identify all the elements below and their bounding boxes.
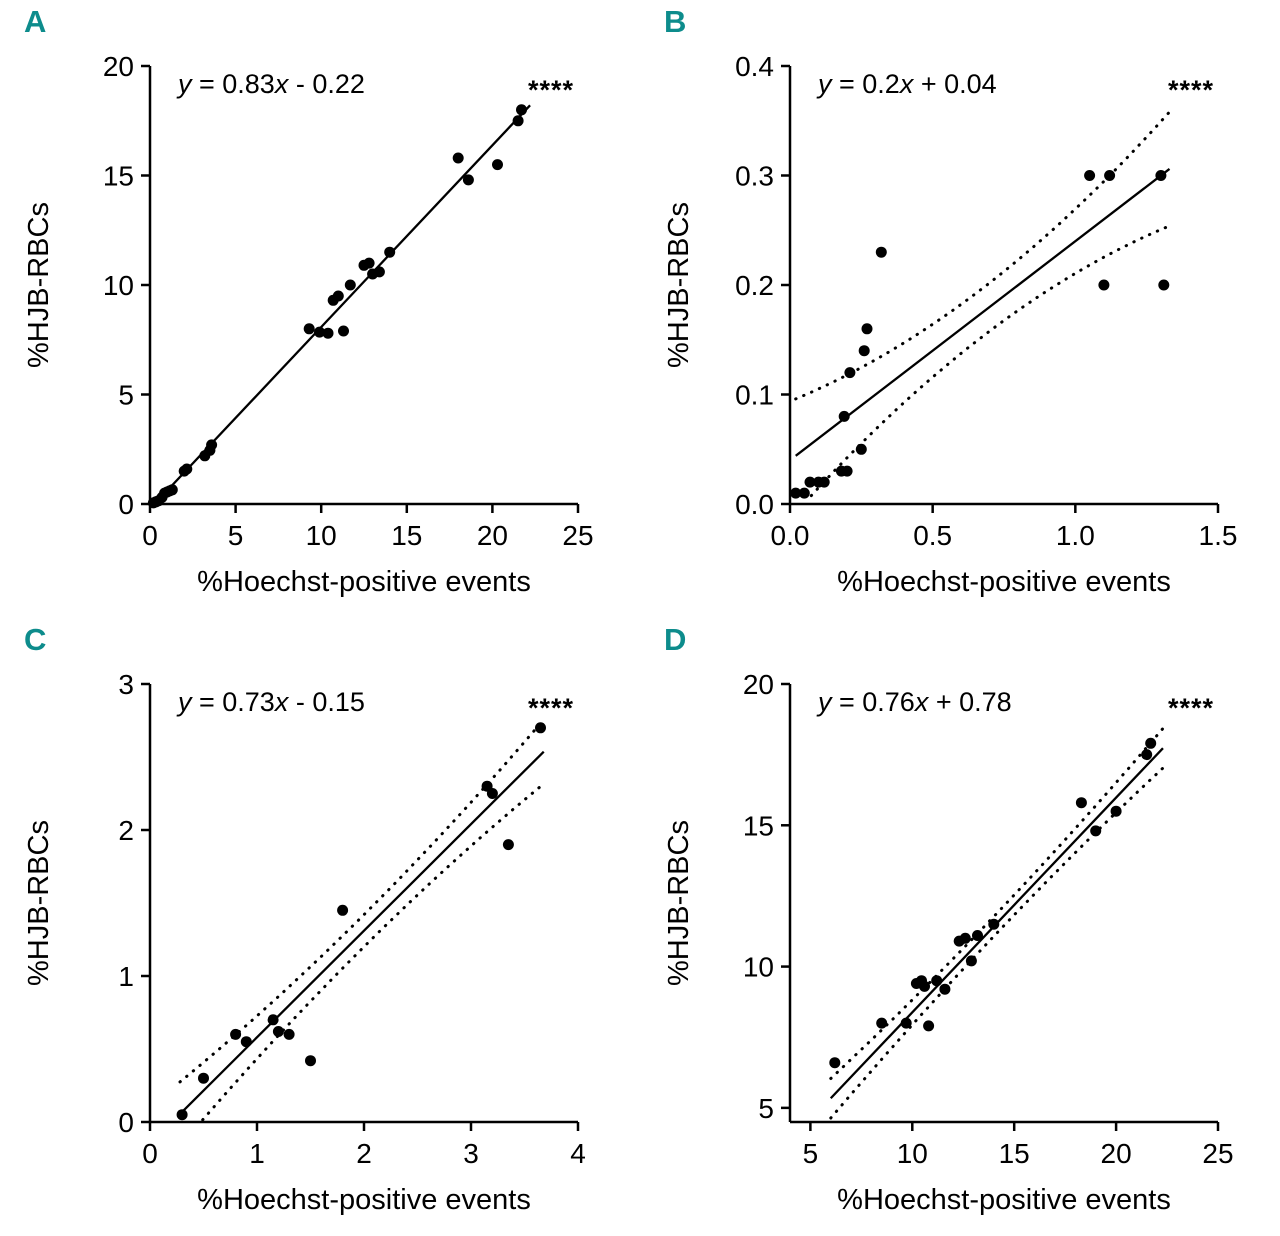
svg-text:0.4: 0.4 bbox=[735, 51, 774, 82]
svg-text:15: 15 bbox=[999, 1138, 1030, 1169]
svg-text:0: 0 bbox=[142, 1138, 158, 1169]
svg-text:20: 20 bbox=[1101, 1138, 1132, 1169]
svg-text:0.2: 0.2 bbox=[735, 270, 774, 301]
svg-text:%Hoechst-positive events: %Hoechst-positive events bbox=[837, 566, 1171, 598]
svg-text:3: 3 bbox=[118, 669, 134, 700]
svg-text:25: 25 bbox=[562, 520, 593, 551]
svg-text:1.0: 1.0 bbox=[1056, 520, 1095, 551]
panel-C: C 0 1 2 3 4 0 1 2 3 %Hoechst-positive events %HJB-… bbox=[0, 618, 640, 1236]
svg-text:20: 20 bbox=[477, 520, 508, 551]
svg-text:15: 15 bbox=[103, 161, 134, 192]
svg-text:1: 1 bbox=[118, 961, 134, 992]
svg-text:5: 5 bbox=[803, 1138, 819, 1169]
svg-text:1: 1 bbox=[249, 1138, 265, 1169]
svg-text:10: 10 bbox=[897, 1138, 928, 1169]
panel-B-chart: 0.0 0.5 1.0 1.5 0.0 0.1 0.2 0.3 0.4 %Hoechst-posi… bbox=[640, 12, 1280, 612]
svg-text:****: **** bbox=[528, 75, 574, 105]
svg-text:5: 5 bbox=[228, 520, 244, 551]
svg-text:10: 10 bbox=[743, 952, 774, 983]
svg-text:2: 2 bbox=[118, 815, 134, 846]
panel-A-chart: 0 5 10 15 20 25 0 5 10 15 20 %Hoechst-positive even… bbox=[0, 12, 640, 612]
svg-text:0: 0 bbox=[142, 520, 158, 551]
panel-label-C: C bbox=[24, 622, 48, 657]
panel-label-D: D bbox=[664, 622, 688, 657]
svg-text:y = 0.73x - 0.15: y = 0.73x - 0.15 bbox=[176, 687, 365, 717]
svg-text:0.3: 0.3 bbox=[735, 161, 774, 192]
svg-text:15: 15 bbox=[391, 520, 422, 551]
svg-text:****: **** bbox=[1168, 693, 1214, 723]
svg-text:0.5: 0.5 bbox=[913, 520, 952, 551]
svg-text:****: **** bbox=[1168, 75, 1214, 105]
panel-D-chart: 5 10 15 20 25 5 10 15 20 %Hoechst-positive events… bbox=[640, 630, 1280, 1230]
panel-A: A 0 5 10 15 20 25 0 5 10 15 20 %Hoechst-positive ev… bbox=[0, 0, 640, 618]
svg-text:%HJB-RBCs: %HJB-RBCs bbox=[663, 820, 695, 986]
panel-label-A: A bbox=[24, 4, 48, 39]
svg-text:%Hoechst-positive events: %Hoechst-positive events bbox=[197, 566, 531, 598]
svg-text:1.5: 1.5 bbox=[1199, 520, 1238, 551]
svg-text:0.0: 0.0 bbox=[735, 489, 774, 520]
svg-text:%Hoechst-positive events: %Hoechst-positive events bbox=[197, 1184, 531, 1216]
svg-text:%HJB-RBCs: %HJB-RBCs bbox=[23, 202, 55, 368]
svg-text:2: 2 bbox=[356, 1138, 372, 1169]
svg-text:%HJB-RBCs: %HJB-RBCs bbox=[663, 202, 695, 368]
svg-text:****: **** bbox=[528, 693, 574, 723]
svg-text:20: 20 bbox=[103, 51, 134, 82]
svg-text:4: 4 bbox=[570, 1138, 586, 1169]
svg-text:%HJB-RBCs: %HJB-RBCs bbox=[23, 820, 55, 986]
svg-text:10: 10 bbox=[103, 270, 134, 301]
panel-B: B 0.0 0.5 1.0 1.5 0.0 0.1 0.2 0.3 0.4 %Hoechst-po… bbox=[640, 0, 1280, 618]
svg-text:25: 25 bbox=[1202, 1138, 1233, 1169]
panel-label-B: B bbox=[664, 4, 688, 39]
svg-text:y = 0.76x + 0.78: y = 0.76x + 0.78 bbox=[816, 687, 1012, 717]
svg-text:0: 0 bbox=[118, 489, 134, 520]
svg-text:10: 10 bbox=[306, 520, 337, 551]
svg-text:0: 0 bbox=[118, 1107, 134, 1138]
svg-text:5: 5 bbox=[118, 380, 134, 411]
svg-text:3: 3 bbox=[463, 1138, 479, 1169]
svg-text:%Hoechst-positive events: %Hoechst-positive events bbox=[837, 1184, 1171, 1216]
svg-text:0.0: 0.0 bbox=[771, 520, 810, 551]
svg-text:5: 5 bbox=[758, 1093, 774, 1124]
svg-text:15: 15 bbox=[743, 810, 774, 841]
svg-text:20: 20 bbox=[743, 669, 774, 700]
svg-text:0.1: 0.1 bbox=[735, 380, 774, 411]
svg-text:y = 0.2x + 0.04: y = 0.2x + 0.04 bbox=[816, 69, 997, 99]
panel-C-chart: 0 1 2 3 4 0 1 2 3 %Hoechst-positive events %HJB-RB… bbox=[0, 630, 640, 1230]
svg-text:y = 0.83x - 0.22: y = 0.83x - 0.22 bbox=[176, 69, 365, 99]
panel-D: D 5 10 15 20 25 5 10 15 20 %Hoechst-positive even… bbox=[640, 618, 1280, 1236]
